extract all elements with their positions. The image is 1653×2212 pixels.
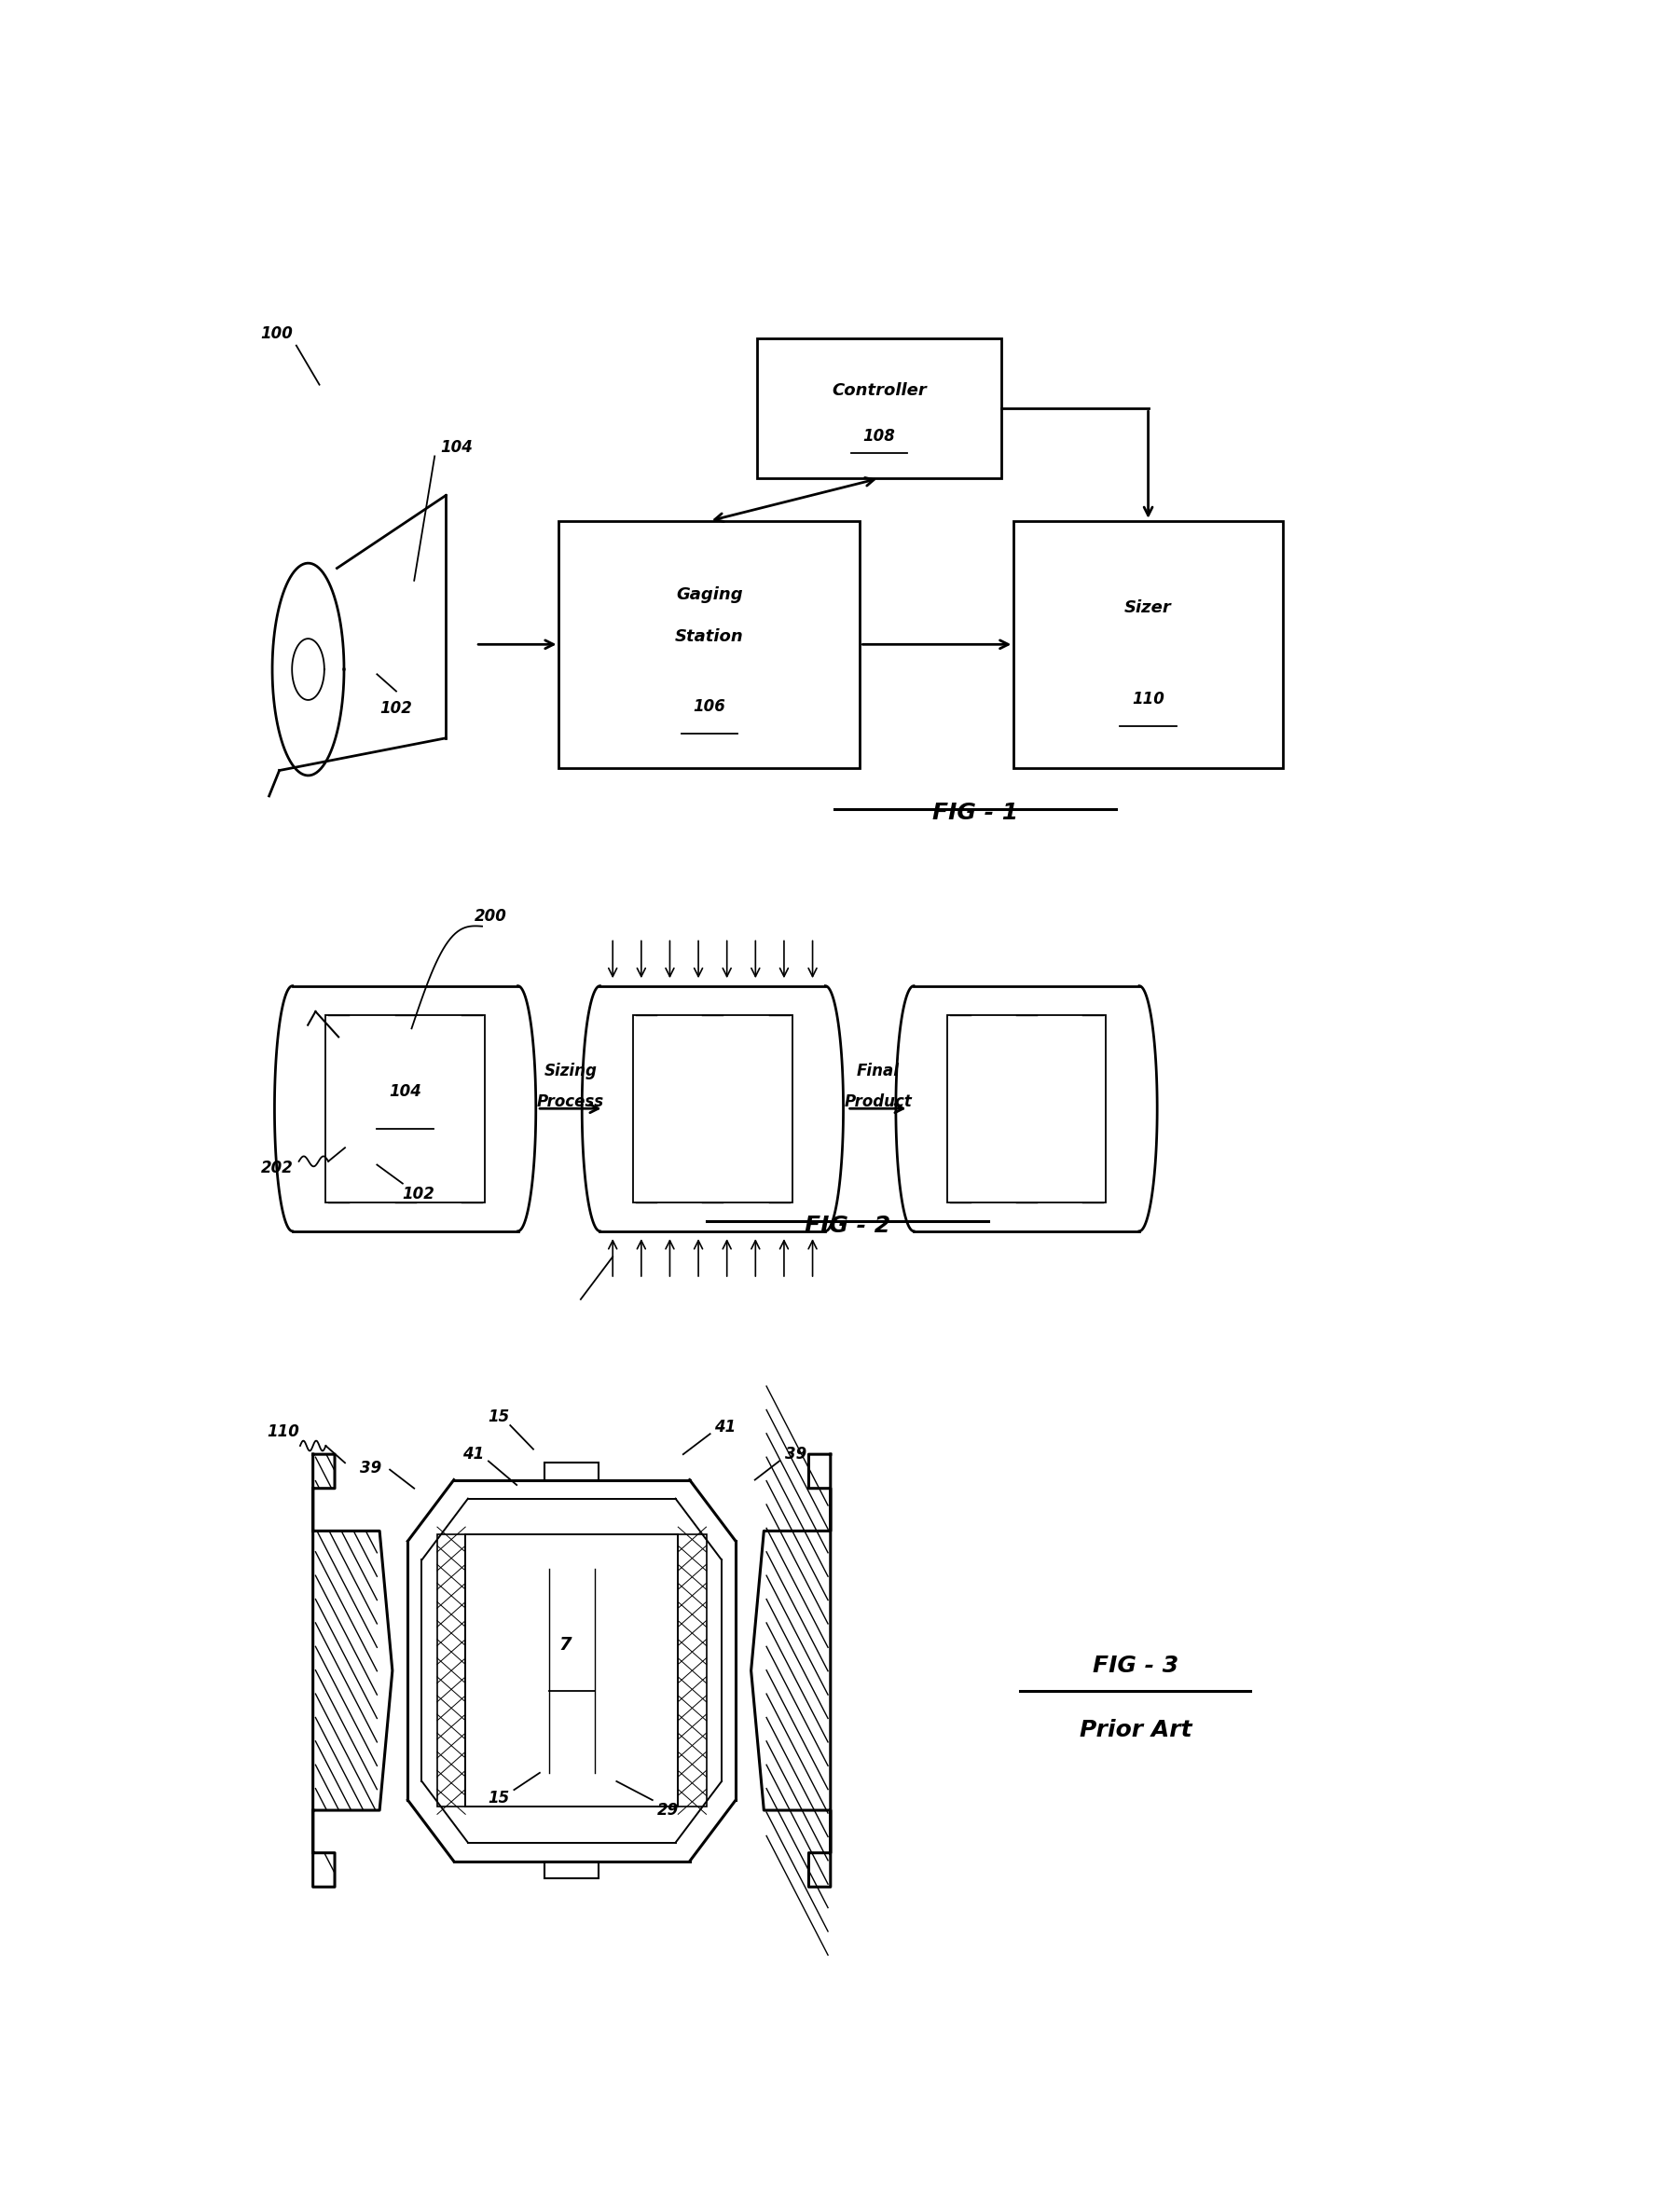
Text: Process: Process xyxy=(537,1093,603,1110)
Bar xyxy=(466,1535,678,1807)
Text: Sizer: Sizer xyxy=(1124,599,1172,615)
Bar xyxy=(757,338,1002,478)
Bar xyxy=(633,1015,792,1203)
Bar xyxy=(678,1535,706,1807)
Text: FIG - 1: FIG - 1 xyxy=(932,803,1018,825)
Text: 102: 102 xyxy=(402,1186,435,1201)
Text: 29: 29 xyxy=(656,1803,679,1818)
Bar xyxy=(545,1860,598,1878)
Text: 7: 7 xyxy=(559,1637,572,1655)
Text: 102: 102 xyxy=(380,699,413,717)
Text: 108: 108 xyxy=(863,429,896,445)
Text: 110: 110 xyxy=(268,1425,299,1440)
Text: Final: Final xyxy=(856,1062,899,1079)
Text: Station: Station xyxy=(674,628,744,646)
Text: 104: 104 xyxy=(440,440,473,456)
Text: 200: 200 xyxy=(474,907,507,925)
Text: 15: 15 xyxy=(488,1790,509,1807)
Text: 110: 110 xyxy=(1132,690,1164,708)
Polygon shape xyxy=(312,1453,392,1887)
Bar xyxy=(545,1462,598,1480)
Text: 41: 41 xyxy=(714,1418,736,1436)
Polygon shape xyxy=(750,1453,830,1887)
Text: 15: 15 xyxy=(488,1409,509,1425)
Bar xyxy=(436,1535,466,1807)
Text: Controller: Controller xyxy=(831,383,927,398)
Bar xyxy=(559,520,860,768)
Bar xyxy=(947,1015,1106,1203)
Text: 104: 104 xyxy=(388,1084,422,1099)
Text: FIG - 2: FIG - 2 xyxy=(805,1214,889,1237)
Text: Gaging: Gaging xyxy=(676,586,742,604)
Text: Product: Product xyxy=(845,1093,912,1110)
Text: 39: 39 xyxy=(360,1460,382,1475)
Bar xyxy=(326,1015,484,1203)
Text: FIG - 3: FIG - 3 xyxy=(1093,1655,1179,1677)
Text: Prior Art: Prior Art xyxy=(1079,1719,1192,1741)
Text: 106: 106 xyxy=(693,697,726,714)
Text: Sizing: Sizing xyxy=(544,1062,597,1079)
Text: 100: 100 xyxy=(261,325,293,343)
Text: 41: 41 xyxy=(463,1447,484,1462)
Bar xyxy=(1013,520,1283,768)
Text: 202: 202 xyxy=(261,1159,293,1177)
Text: 39: 39 xyxy=(785,1447,807,1462)
